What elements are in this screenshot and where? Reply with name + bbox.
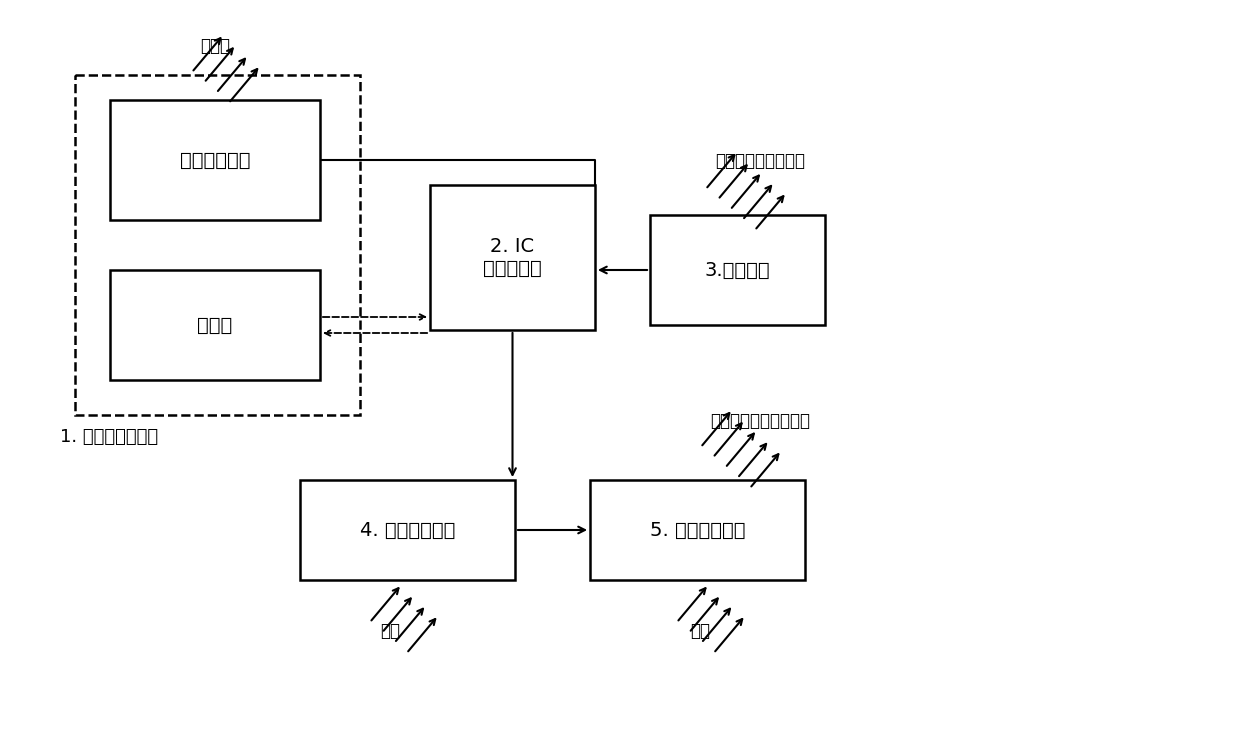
Text: 5. 长余辉发光体: 5. 长余辉发光体 — [650, 520, 745, 539]
Text: 2. IC
电路控制器: 2. IC 电路控制器 — [484, 237, 542, 278]
Bar — [590, 480, 805, 580]
Bar — [110, 100, 320, 220]
Bar — [74, 75, 360, 415]
Text: 发光: 发光 — [689, 622, 711, 640]
Text: 太阳光（户外环境光）: 太阳光（户外环境光） — [711, 412, 810, 430]
Bar — [430, 185, 595, 330]
Text: 太阳光: 太阳光 — [200, 37, 229, 55]
Text: 太阳能电池板: 太阳能电池板 — [180, 150, 250, 169]
Text: 3.光敏元件: 3.光敏元件 — [704, 261, 770, 280]
Bar — [300, 480, 515, 580]
Text: 1. 太阳能电池系统: 1. 太阳能电池系统 — [60, 428, 159, 446]
Text: 蓄电池: 蓄电池 — [197, 315, 233, 334]
Text: 4. 电致发光器件: 4. 电致发光器件 — [360, 520, 455, 539]
Text: 长余辉光或者环境光: 长余辉光或者环境光 — [715, 152, 805, 170]
Bar — [650, 215, 825, 325]
Bar — [110, 270, 320, 380]
Text: 发光: 发光 — [379, 622, 401, 640]
